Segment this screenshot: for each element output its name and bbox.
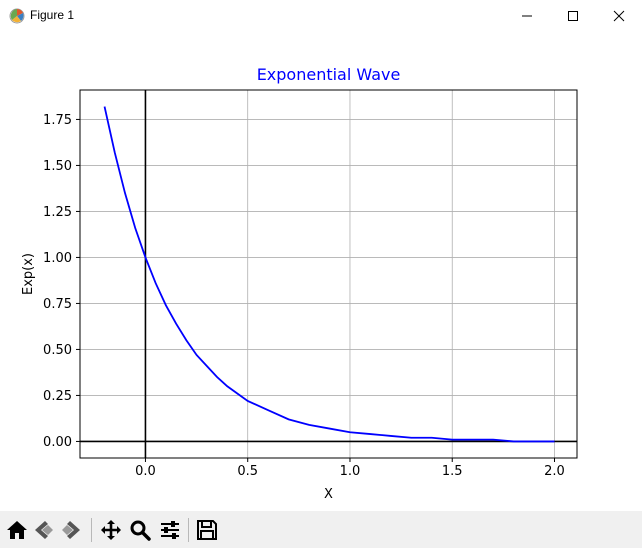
y-tick-label: 1.75: [43, 113, 72, 128]
window-title: Figure 1: [30, 8, 75, 22]
grid-lines: [80, 90, 577, 458]
figure-canvas[interactable]: 0.0 0.5 1.0 1.5 2.0 0.00 0.25 0.50 0.75 1.00 1.25 1…: [0, 31, 642, 511]
minimize-button[interactable]: [504, 0, 550, 31]
configure-subplots-button[interactable]: [157, 517, 183, 543]
y-tick-label: 1.00: [43, 251, 72, 266]
pan-icon: [101, 520, 121, 540]
navigation-toolbar: [0, 511, 642, 548]
pan-button[interactable]: [98, 517, 124, 543]
y-tick-label: 0.50: [43, 343, 72, 358]
x-tick-label: 0.5: [237, 464, 258, 479]
home-button[interactable]: [4, 517, 30, 543]
configure-subplots-icon: [161, 521, 179, 539]
minimize-icon: [522, 15, 532, 16]
x-tick-label: 0.0: [135, 464, 156, 479]
save-icon: [197, 520, 217, 540]
zoom-button[interactable]: [127, 517, 153, 543]
y-axis-label: Exp(x): [21, 253, 36, 295]
close-button[interactable]: [596, 0, 642, 31]
zoom-icon: [130, 520, 151, 541]
x-tick-label: 1.0: [340, 464, 361, 479]
maximize-button[interactable]: [550, 0, 596, 31]
reference-lines: [80, 90, 577, 458]
close-icon: [613, 10, 625, 21]
y-tick-label: 0.75: [43, 297, 72, 312]
figure-app-icon: [8, 7, 26, 25]
maximize-icon: [568, 10, 578, 21]
axes-frame: [79, 89, 578, 459]
toolbar-separator: [188, 518, 189, 542]
y-tick-label: 1.50: [43, 159, 72, 174]
chart-title: Exponential Wave: [257, 65, 401, 84]
exponential-chart: 0.0 0.5 1.0 1.5 2.0 0.00 0.25 0.50 0.75 1.00 1.25 1…: [21, 65, 578, 502]
y-tick-label: 1.25: [43, 205, 72, 220]
x-tick-label: 1.5: [442, 464, 463, 479]
save-button[interactable]: [194, 517, 220, 543]
x-tick-label: 2.0: [544, 464, 565, 479]
toolbar-separator: [91, 518, 92, 542]
y-tick-label: 0.25: [43, 389, 72, 404]
series-line-exp: [103, 106, 555, 443]
window-titlebar: Figure 1: [0, 0, 642, 31]
y-tick-label: 0.00: [43, 435, 72, 450]
home-icon: [7, 521, 27, 539]
forward-icon: [62, 521, 80, 539]
x-axis-label: X: [324, 487, 333, 502]
axis-ticks: 0.0 0.5 1.0 1.5 2.0 0.00 0.25 0.50 0.75 1.00 1.25 1…: [43, 113, 565, 479]
back-icon: [35, 521, 53, 539]
back-button[interactable]: [31, 517, 57, 543]
forward-button[interactable]: [58, 517, 84, 543]
